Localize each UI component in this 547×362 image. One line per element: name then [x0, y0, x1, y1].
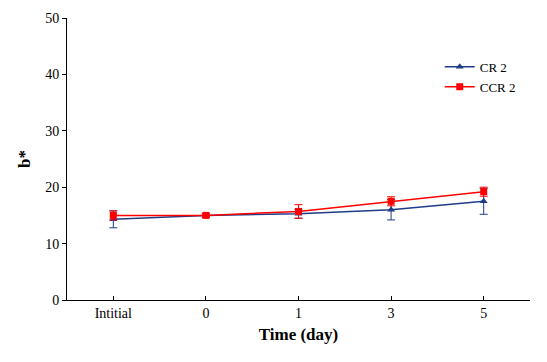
svg-text:10: 10	[45, 237, 59, 252]
svg-text:0: 0	[202, 306, 209, 321]
svg-text:Intitial: Intitial	[95, 306, 132, 321]
svg-text:Time (day): Time (day)	[259, 325, 339, 344]
svg-text:5: 5	[480, 306, 487, 321]
svg-text:1: 1	[295, 306, 302, 321]
svg-text:20: 20	[45, 180, 59, 195]
svg-text:0: 0	[52, 293, 59, 308]
svg-text:3: 3	[388, 306, 395, 321]
svg-text:CCR 2: CCR 2	[480, 80, 516, 95]
svg-text:40: 40	[45, 67, 59, 82]
svg-text:CR 2: CR 2	[480, 60, 507, 75]
svg-text:30: 30	[45, 124, 59, 139]
svg-text:50: 50	[45, 11, 59, 26]
svg-text:b*: b*	[15, 150, 34, 168]
